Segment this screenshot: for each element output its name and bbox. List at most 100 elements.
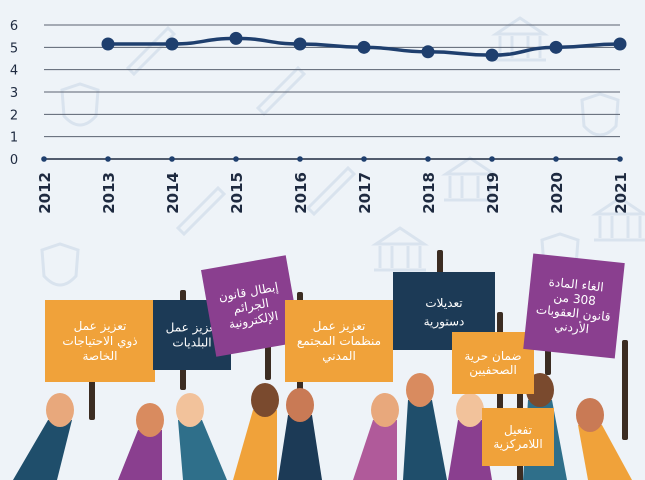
building-icon [591,196,645,242]
pen-icon [305,165,357,217]
protester-arm [578,425,632,480]
raised-fist [176,393,204,427]
raised-fist [136,403,164,437]
data-series [101,31,627,62]
x-axis: 2012 2013 2014 2015 2016 2017 2018 2019 2020 2021 [36,156,630,214]
data-point [357,40,371,54]
sign-board [482,408,554,466]
raised-fist [286,388,314,422]
sign-text: الخاصة [82,349,117,363]
x-axis-dot [233,156,239,162]
sign-text: ذوي الاحتياجات [62,334,137,349]
x-axis-dot [41,156,47,162]
line-chart: 0 1 2 3 4 5 6 2012 2013 2014 2015 2016 2017 2018 2019… [10,19,630,214]
sign-text: المدني [322,349,356,363]
sign-text: دستورية [424,315,465,330]
shield-icon [40,242,80,287]
sign-text: البلديات [172,336,211,350]
x-tick-label: 2016 [292,172,310,214]
sign-text: منظمات المجتمع [297,334,381,348]
y-tick-label: 5 [10,41,18,56]
data-point [421,45,435,59]
pen-icon [175,185,227,237]
sign-text: تعزيز عمل [74,319,127,334]
x-tick-label: 2019 [484,172,502,214]
data-point [549,40,563,54]
x-axis-dot [297,156,303,162]
data-point [613,37,627,51]
building-icon [441,156,499,202]
protester-arm [448,420,492,480]
protester-arm [13,420,72,480]
sign-text: تعديلات [425,296,462,310]
x-axis-dot [553,156,559,162]
protester-arm [278,415,322,480]
x-tick-label: 2014 [164,172,182,214]
sign-board [201,255,301,357]
sign-stick [622,340,628,440]
y-tick-label: 1 [10,131,18,146]
y-tick-label: 2 [10,108,18,123]
x-axis-dot [489,156,495,162]
sign-text: تعزيز عمل [166,321,219,336]
building-icon [371,226,429,272]
x-tick-label: 2018 [420,172,438,214]
x-axis-dot [169,156,175,162]
raised-fist [251,383,279,417]
x-tick-label: 2012 [36,172,54,214]
sign-text: 308 من [553,290,597,309]
x-tick-label: 2013 [100,172,118,214]
data-point [485,48,499,62]
sign-text: ضمان حرية [464,349,521,364]
sign-text: اللامركزية [493,437,542,452]
x-axis-dot [361,156,367,162]
data-point [101,37,115,51]
x-axis-dot [105,156,111,162]
pen-icon [125,25,177,77]
shield-icon [60,82,100,127]
data-point [293,37,307,51]
x-axis-dot [617,156,623,162]
data-point [165,37,179,51]
sign-text: الأردني [554,318,590,338]
protester-arm [403,400,447,480]
raised-fist [576,398,604,432]
sign-text: الصحفيين [469,363,517,378]
y-tick-label: 0 [10,153,18,168]
sign-text: تفعيل [504,423,532,437]
protester-arm [118,430,162,480]
x-tick-label: 2017 [356,172,374,214]
x-axis-dot [425,156,431,162]
sign-text: الغاء المادة [548,275,604,295]
sign-board [452,332,534,394]
raised-fist [406,373,434,407]
y-tick-label: 3 [10,86,18,101]
pen-icon [255,65,307,117]
y-tick-label: 4 [10,64,18,79]
raised-fist [456,393,484,427]
protester-arm [353,420,397,480]
x-tick-label: 2020 [548,172,566,214]
shield-icon [580,92,620,137]
data-point [229,31,243,45]
sign-board [523,253,625,359]
x-tick-label: 2015 [228,172,246,214]
sign-board [285,300,393,382]
sign-text: تعزيز عمل [313,319,366,334]
y-axis-ticks: 0 1 2 3 4 5 6 [10,19,18,168]
protester-arm [178,420,227,480]
x-tick-label: 2021 [612,172,630,214]
raised-fist [46,393,74,427]
protester-arm [233,410,277,480]
y-tick-label: 6 [10,19,18,34]
raised-fist [371,393,399,427]
sign-board [45,300,155,382]
